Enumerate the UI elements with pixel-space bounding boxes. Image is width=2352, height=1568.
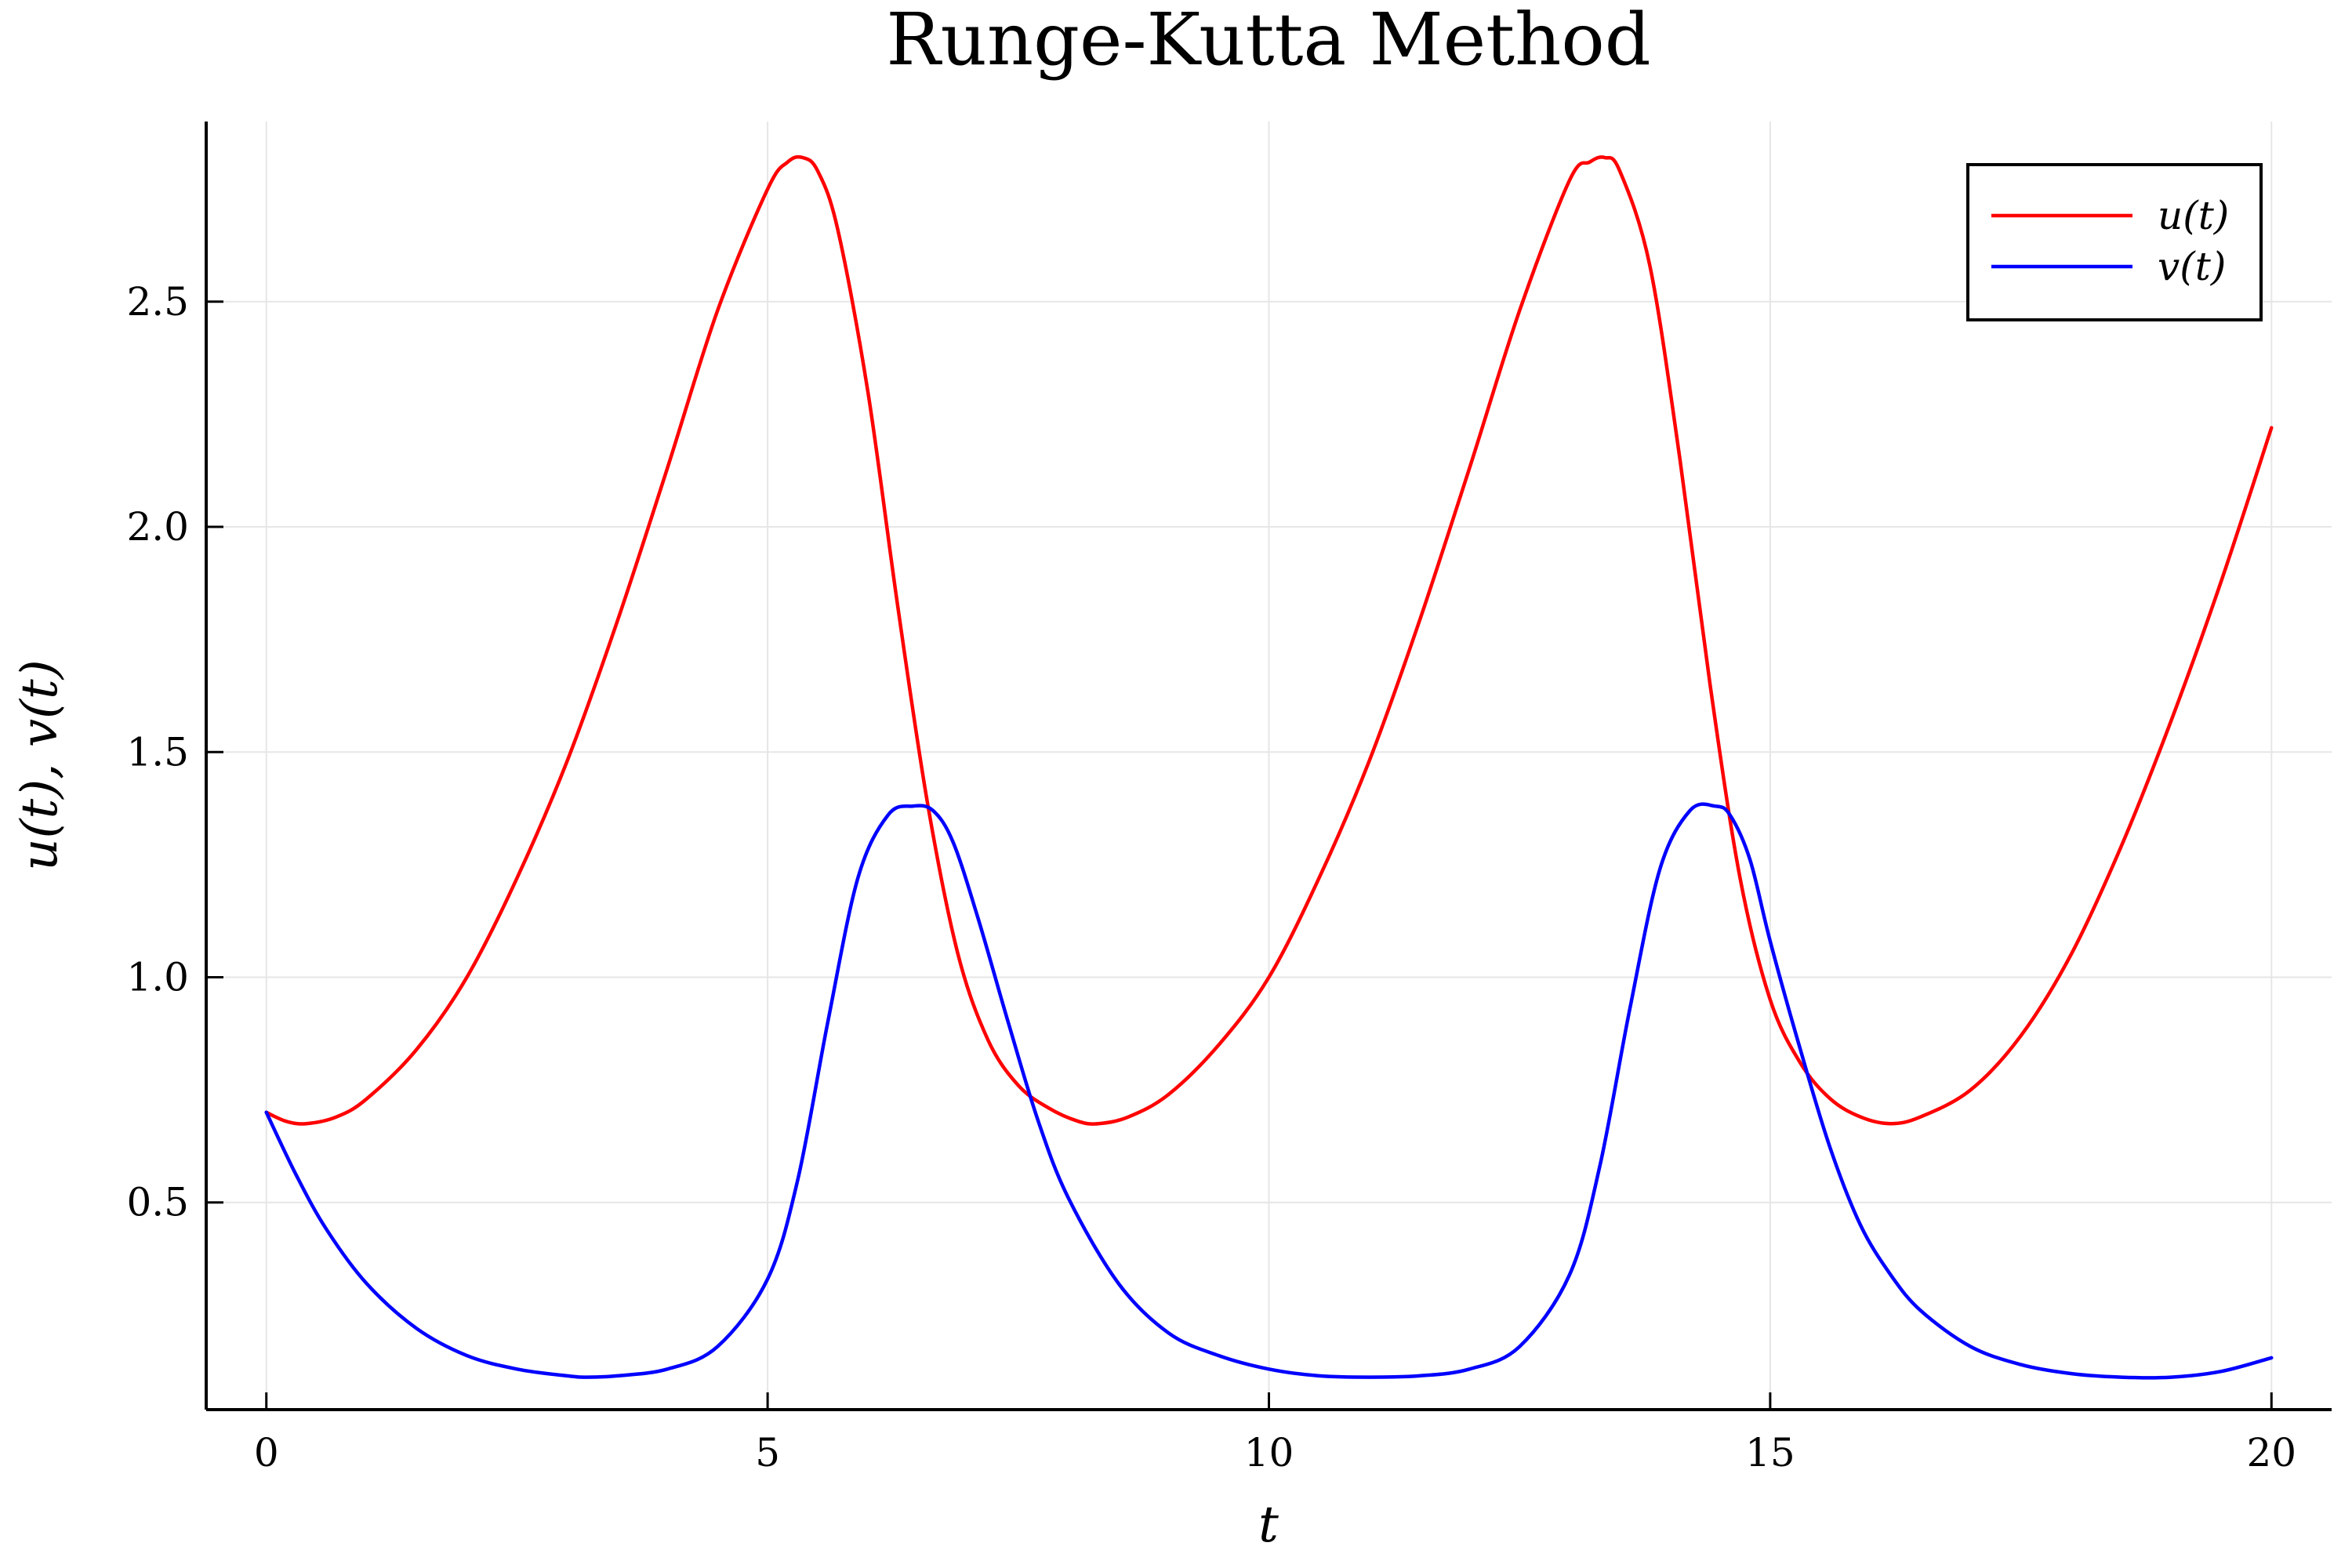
- legend: u(t) v(t): [1966, 163, 2263, 321]
- x-ticks: 0 5 10 15 20: [254, 1392, 2296, 1475]
- legend-label-v: v(t): [2158, 244, 2226, 289]
- x-tick-label: 10: [1244, 1430, 1294, 1475]
- x-tick-label: 0: [254, 1430, 279, 1475]
- series-layer: [264, 154, 2274, 1380]
- y-tick-label: 0.5: [126, 1180, 189, 1225]
- legend-box: [1966, 163, 2263, 321]
- y-tick-label: 1.5: [126, 729, 189, 775]
- legend-label-u: u(t): [2158, 193, 2229, 238]
- y-tick-label: 2.0: [126, 504, 189, 550]
- x-axis-label: t: [1258, 1496, 1279, 1554]
- y-tick-label: 2.5: [126, 279, 189, 325]
- x-tick-label: 15: [1745, 1430, 1795, 1475]
- series-line-u: [264, 154, 2274, 1126]
- y-ticks: 0.5 1.0 1.5 2.0 2.5: [126, 279, 223, 1225]
- y-tick-label: 1.0: [126, 955, 189, 1000]
- y-axis-label: u(t), v(t): [11, 659, 69, 870]
- x-tick-label: 5: [755, 1430, 780, 1475]
- chart-title: Runge-Kutta Method: [886, 0, 1650, 82]
- x-tick-label: 20: [2246, 1430, 2296, 1475]
- series-line-v: [264, 802, 2274, 1380]
